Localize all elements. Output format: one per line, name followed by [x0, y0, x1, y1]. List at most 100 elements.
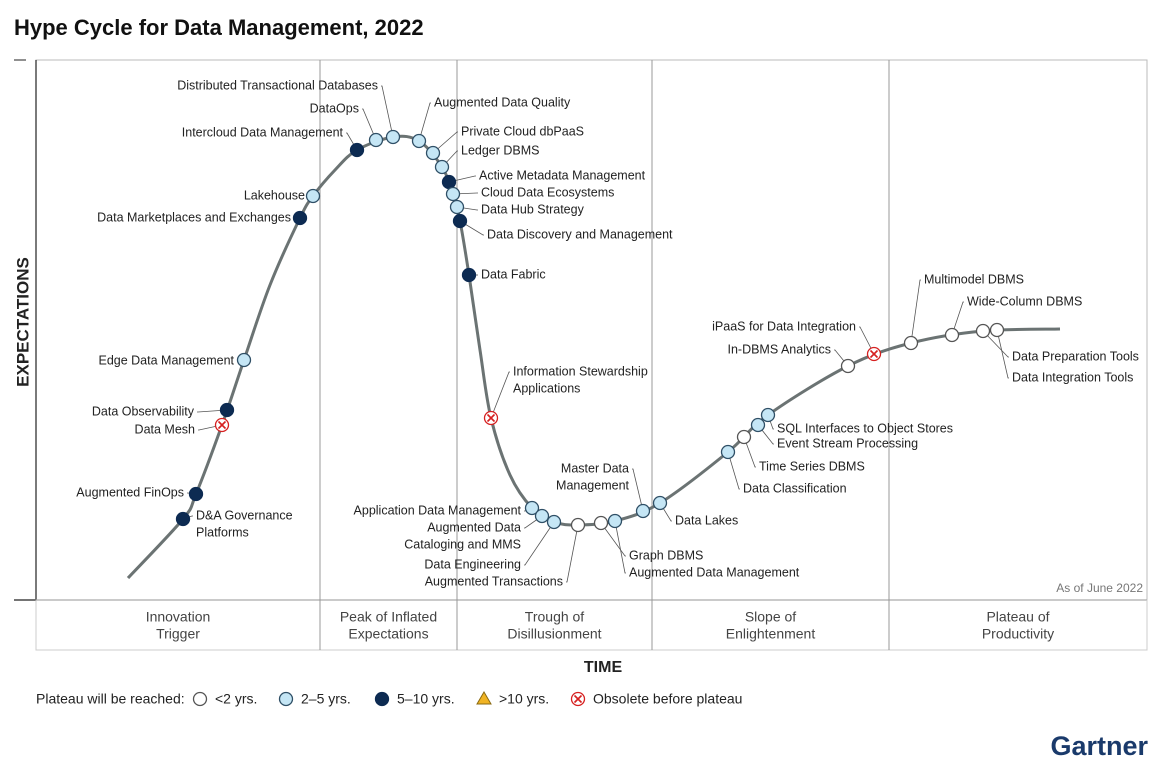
phase-label: Peak of Inflated	[340, 609, 437, 625]
leader-line	[743, 436, 756, 468]
item-marker	[292, 210, 308, 226]
item-marker	[903, 335, 919, 351]
phase-label: Disillusionment	[507, 626, 601, 642]
leader-line	[432, 131, 458, 154]
item-marker	[652, 495, 668, 511]
item-marker	[524, 500, 540, 516]
item-label: Cloud Data Ecosystems	[481, 185, 614, 199]
item-label: Data Marketplaces and Exchanges	[97, 210, 291, 224]
item-marker	[546, 514, 562, 530]
item-label: Intercloud Data Management	[182, 125, 344, 139]
item-label: Data Integration Tools	[1012, 370, 1133, 384]
item-marker	[385, 129, 401, 145]
item-label: Platforms	[196, 525, 249, 539]
leader-line	[362, 108, 377, 141]
item-label: iPaaS for Data Integration	[712, 319, 856, 333]
leader-line	[632, 468, 644, 512]
item-label: Graph DBMS	[629, 548, 703, 562]
item-label: Multimodel DBMS	[924, 272, 1024, 286]
item-label: Cataloging and MMS	[404, 537, 521, 551]
item-marker	[441, 174, 457, 190]
item-marker	[411, 133, 427, 149]
phase-label: Trigger	[156, 626, 200, 642]
item-marker	[750, 417, 766, 433]
item-label: Data Preparation Tools	[1012, 349, 1139, 363]
item-label: Augmented Transactions	[425, 574, 563, 588]
item-label: Ledger DBMS	[461, 143, 540, 157]
item-marker	[349, 142, 365, 158]
item-label: Wide-Column DBMS	[967, 294, 1082, 308]
item-marker	[736, 429, 752, 445]
legend-label: Plateau will be reached:	[36, 691, 185, 707]
leader-line	[197, 409, 228, 413]
item-marker	[840, 358, 856, 374]
item-marker	[760, 407, 776, 423]
item-marker	[975, 323, 991, 339]
item-label: Data Classification	[743, 481, 847, 495]
phase-label: Trough of	[525, 609, 585, 625]
item-marker-cross	[217, 420, 227, 430]
item-marker	[570, 517, 586, 533]
legend-marker	[278, 691, 294, 707]
leader-line	[490, 371, 510, 419]
item-label: Data Fabric	[481, 267, 546, 281]
title: Hype Cycle for Data Management, 2022	[14, 15, 424, 40]
phase-label: Plateau of	[986, 609, 1049, 625]
item-label: Application Data Management	[354, 503, 522, 517]
item-label: Applications	[513, 381, 580, 395]
item-marker	[452, 213, 468, 229]
leader-line	[524, 521, 555, 566]
item-label: Data Observability	[92, 404, 195, 418]
leader-line	[757, 424, 774, 445]
item-marker	[635, 503, 651, 519]
legend-marker	[374, 691, 390, 707]
item-marker	[720, 444, 736, 460]
phase-label: Enlightenment	[726, 626, 816, 642]
item-marker	[219, 402, 235, 418]
item-label: Augmented Data	[427, 520, 521, 534]
phase-label: Slope of	[745, 609, 796, 625]
note: As of June 2022	[1056, 581, 1143, 595]
item-label: Active Metadata Management	[479, 168, 646, 182]
legend-text: 5–10 yrs.	[397, 691, 455, 707]
legend-marker-cross	[573, 694, 583, 704]
legend-text: <2 yrs.	[215, 691, 257, 707]
leader-line	[452, 192, 478, 195]
item-marker	[607, 513, 623, 529]
item-marker	[989, 322, 1005, 338]
item-label: Management	[556, 478, 629, 492]
item-marker	[944, 327, 960, 343]
item-label: Event Stream Processing	[777, 436, 918, 450]
phase-label: Innovation	[146, 609, 211, 625]
item-marker-cross	[869, 349, 879, 359]
item-marker	[593, 515, 609, 531]
item-marker-cross	[486, 413, 496, 423]
item-label: D&A Governance	[196, 508, 293, 522]
leader-line	[600, 522, 626, 557]
item-label: Master Data	[561, 461, 629, 475]
item-label: Data Lakes	[675, 513, 738, 527]
phase-box	[35, 599, 1148, 651]
leader-line	[910, 279, 921, 344]
item-label: Data Engineering	[424, 557, 521, 571]
leader-line	[859, 326, 875, 355]
item-label: Lakehouse	[244, 188, 305, 202]
item-label: DataOps	[310, 101, 359, 115]
item-label: Distributed Transactional Databases	[177, 78, 378, 92]
item-marker	[449, 199, 465, 215]
item-label: Data Mesh	[135, 422, 195, 436]
leader-line	[614, 520, 626, 574]
x-label: TIME	[584, 659, 623, 676]
leader-line	[459, 220, 484, 236]
leader-line	[448, 175, 476, 183]
item-label: SQL Interfaces to Object Stores	[777, 421, 953, 435]
leader-line	[727, 451, 740, 490]
item-label: Augmented Data Quality	[434, 95, 571, 109]
legend-marker	[476, 691, 492, 705]
legend-text: 2–5 yrs.	[301, 691, 351, 707]
item-marker	[425, 145, 441, 161]
item-label: Data Discovery and Management	[487, 227, 673, 241]
item-marker	[461, 267, 477, 283]
phase-label: Productivity	[982, 626, 1054, 642]
